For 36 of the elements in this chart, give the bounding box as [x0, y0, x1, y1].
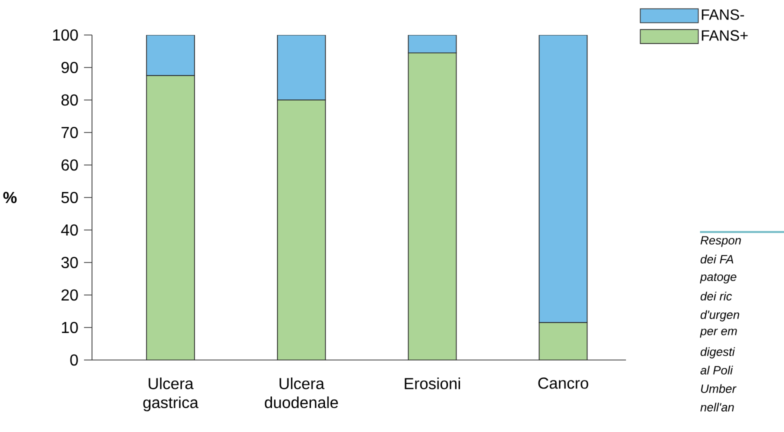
y-tick-label: 40 — [61, 224, 78, 236]
text: Umber — [701, 384, 736, 393]
text: per em — [700, 328, 737, 338]
x-tick-label: Cancro — [538, 378, 588, 389]
bar — [408, 34, 457, 54]
y-axis-title: % — [3, 192, 17, 204]
y-tick-label: 70 — [62, 126, 78, 138]
y-tick-label: 100 — [53, 29, 78, 41]
y-tick-label: 60 — [62, 159, 78, 171]
text: dei ric — [700, 292, 732, 300]
y-tick-label: 50 — [61, 192, 78, 204]
y-tick-label: 10 — [62, 322, 78, 334]
bar — [146, 75, 195, 360]
y-tick-label: 90 — [62, 62, 78, 74]
text: al Poli — [700, 366, 734, 374]
x-tick-label: Ulcera duodenale — [264, 378, 338, 408]
text: dei FA — [700, 254, 734, 264]
bar — [538, 322, 588, 360]
bar — [277, 34, 326, 100]
text: nell'an — [700, 402, 734, 412]
y-tick-label: 20 — [62, 289, 78, 301]
text: Respon — [700, 236, 741, 247]
x-tick-label: Erosioni — [404, 378, 460, 390]
legend-label: FANS- — [702, 9, 744, 20]
text: d'urgen — [700, 310, 740, 322]
legend-label: FANS+ — [702, 30, 748, 41]
text: digesti — [700, 347, 736, 358]
bar — [408, 52, 457, 360]
bar — [277, 100, 326, 360]
x-tick-label: Ulcera gastrica — [143, 378, 198, 412]
y-tick-label: 80 — [61, 94, 78, 106]
bar — [146, 34, 195, 76]
text: patoge — [700, 273, 736, 284]
bar — [538, 34, 588, 324]
y-tick-label: 30 — [61, 256, 78, 268]
y-tick-label: 0 — [70, 354, 78, 366]
